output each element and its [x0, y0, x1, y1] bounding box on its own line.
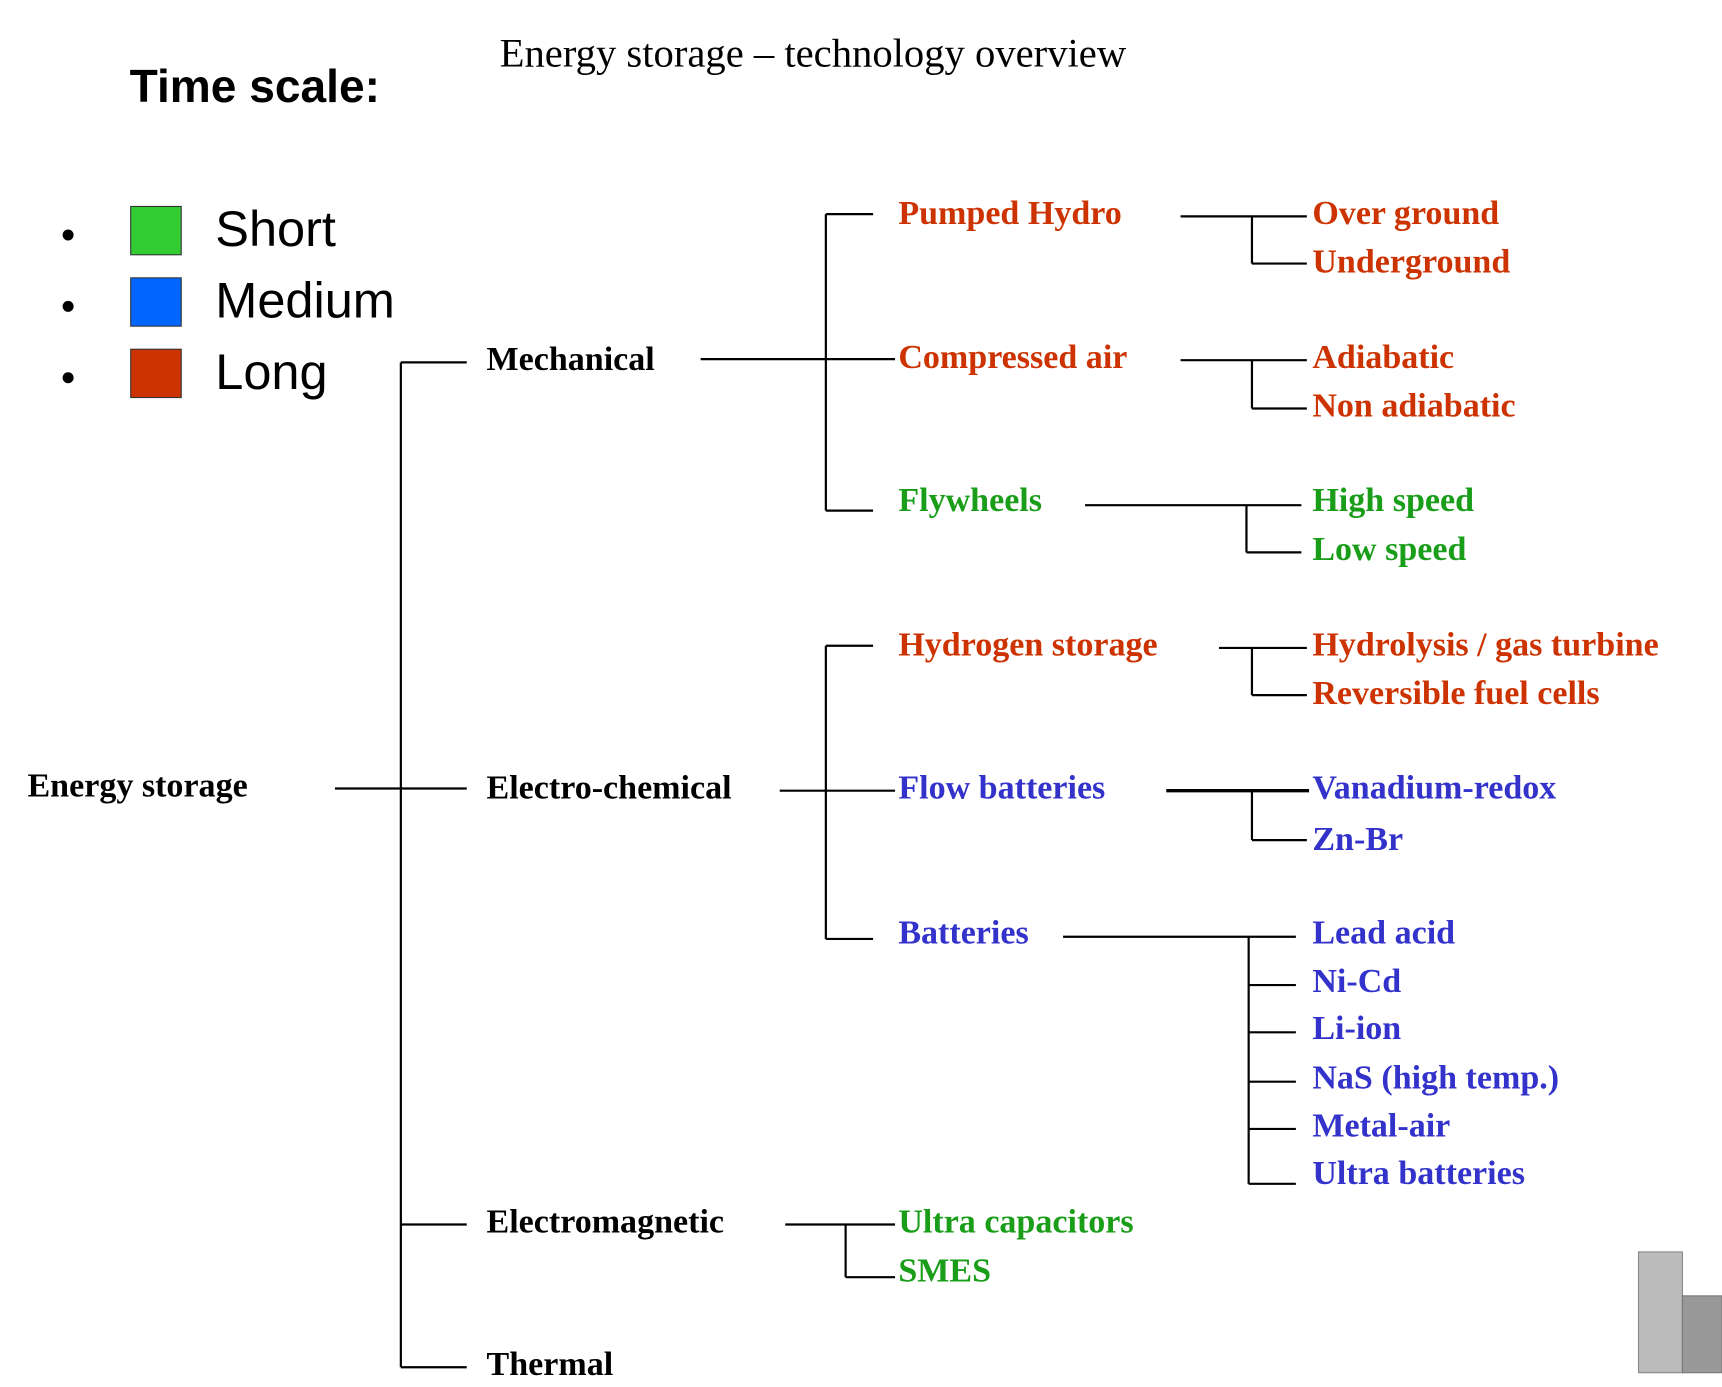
subtype-node: Metal-air: [1312, 1108, 1450, 1145]
subtype-node: Over ground: [1312, 195, 1499, 232]
tree: Energy storage Mechanical Pumped Hydro Over…: [27, 195, 1658, 1383]
subtype-node: Underground: [1312, 243, 1510, 280]
title: Energy storage – technology overview: [500, 30, 1127, 75]
technology-node: Batteries: [898, 914, 1028, 951]
legend: Short Medium Long: [62, 200, 395, 400]
category-node: Electro-chemical: [487, 770, 732, 807]
category-node: Mechanical: [487, 341, 655, 378]
category-node: Thermal: [487, 1346, 614, 1383]
technology-node: Pumped Hydro: [898, 195, 1121, 232]
subtype-node: High speed: [1312, 482, 1474, 519]
subtype-node: Ni-Cd: [1312, 963, 1401, 1000]
technology-node: Ultra capacitors: [898, 1203, 1133, 1240]
technology-node: Flow batteries: [898, 770, 1105, 807]
bullet: [62, 372, 74, 384]
legend-label: Long: [215, 343, 327, 400]
subtype-node: Low speed: [1312, 531, 1466, 568]
root-node: Energy storage: [27, 767, 247, 804]
legend-swatch: [130, 205, 182, 256]
technology-node: Flywheels: [898, 482, 1042, 519]
legend-heading: Time scale:: [130, 60, 380, 112]
subtype-node: Non adiabatic: [1312, 387, 1515, 424]
subtype-node: NaS (high temp.): [1312, 1059, 1559, 1096]
subtype-node: Li-ion: [1312, 1010, 1401, 1047]
legend-label: Short: [215, 200, 336, 257]
bullet: [62, 229, 74, 241]
subtype-node: Adiabatic: [1312, 339, 1454, 376]
connectors: [334, 213, 1310, 1369]
technology-node: Compressed air: [898, 339, 1127, 376]
subtype-node: Vanadium-redox: [1312, 770, 1556, 807]
legend-label: Medium: [215, 272, 395, 329]
subtype-node: Lead acid: [1312, 914, 1455, 951]
legend-swatch: [130, 348, 182, 399]
subtype-node: Zn-Br: [1312, 821, 1403, 858]
technology-node: SMES: [898, 1253, 991, 1290]
category-node: Electromagnetic: [487, 1203, 725, 1240]
legend-swatch: [130, 277, 182, 327]
logo: [1637, 1251, 1722, 1374]
technology-node: Hydrogen storage: [898, 627, 1157, 664]
bullet: [62, 300, 74, 312]
subtype-node: Ultra batteries: [1312, 1155, 1525, 1192]
subtype-node: Hydrolysis / gas turbine: [1312, 627, 1658, 664]
subtype-node: Reversible fuel cells: [1312, 675, 1599, 712]
